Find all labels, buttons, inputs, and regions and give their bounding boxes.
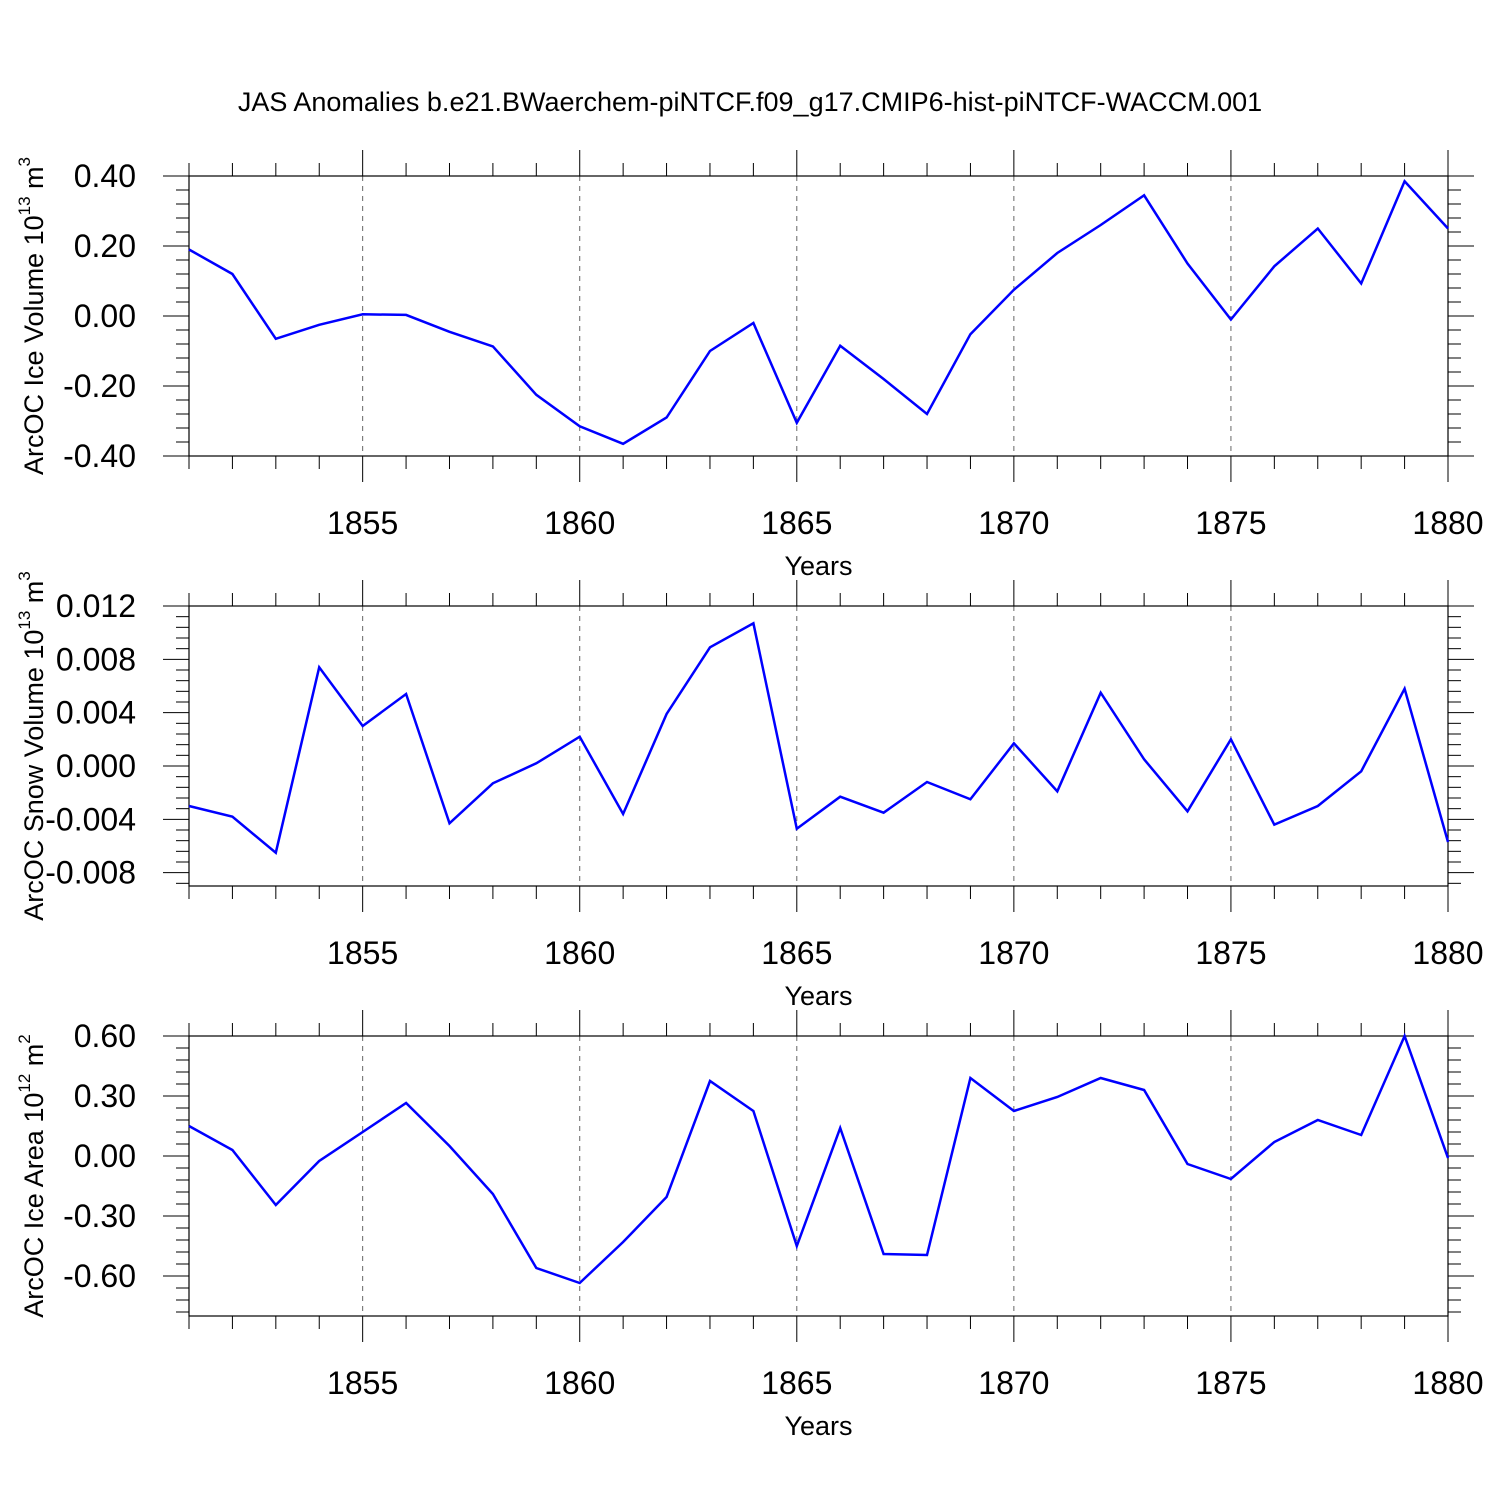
y-tick-label: 0.30 <box>74 1078 136 1114</box>
x-axis-label: Years <box>784 981 852 1011</box>
x-tick-label: 1860 <box>544 935 615 971</box>
x-tick-label: 1875 <box>1195 505 1266 541</box>
x-axis-label: Years <box>784 1411 852 1441</box>
panels: -0.40 -0.20 0.00 0.20 0.40 1855 1860 1865 1870 18… <box>15 150 1484 1441</box>
x-tick-label: 1865 <box>761 935 832 971</box>
chart-title: JAS Anomalies b.e21.BWaerchem-piNTCF.f09… <box>238 87 1262 117</box>
y-tick-label: 0.004 <box>56 695 136 731</box>
y-tick-label: 0.20 <box>74 228 136 264</box>
series-line <box>188 179 1449 446</box>
plot-frame <box>188 175 1449 457</box>
y-tick-label: 0.008 <box>56 641 136 677</box>
y-tick-label: -0.008 <box>45 855 136 891</box>
x-tick-label: 1865 <box>761 1365 832 1401</box>
plot-frame <box>188 1035 1449 1317</box>
x-tick-label: 1860 <box>544 1365 615 1401</box>
x-tick-label: 1870 <box>978 505 1049 541</box>
x-tick-label: 1855 <box>327 935 398 971</box>
y-axis-label: ArcOC Ice Area 1012 m2 <box>15 1034 49 1318</box>
y-tick-label: -0.004 <box>45 801 136 837</box>
panel-1: -0.40 -0.20 0.00 0.20 0.40 1855 1860 1865 1870 18… <box>15 150 1484 581</box>
y-tick-label: -0.30 <box>63 1198 136 1234</box>
y-tick-label: 0.012 <box>56 588 136 624</box>
x-tick-label: 1880 <box>1412 505 1483 541</box>
y-tick-label: -0.20 <box>63 368 136 404</box>
x-tick-label: 1880 <box>1412 935 1483 971</box>
y-tick-label: 0.40 <box>74 158 136 194</box>
plot-frame <box>188 605 1449 887</box>
y-tick-label: -0.40 <box>63 438 136 474</box>
x-axis-label: Years <box>784 551 852 581</box>
y-tick-label: 0.000 <box>56 748 136 784</box>
x-tick-label: 1860 <box>544 505 615 541</box>
x-tick-label: 1865 <box>761 505 832 541</box>
x-tick-label: 1880 <box>1412 1365 1483 1401</box>
y-tick-label: 0.60 <box>74 1018 136 1054</box>
x-tick-label: 1875 <box>1195 935 1266 971</box>
x-tick-label: 1855 <box>327 1365 398 1401</box>
y-axis-label: ArcOC Ice Volume 1013 m3 <box>15 157 49 475</box>
y-tick-label: 0.00 <box>74 1138 136 1174</box>
series-line <box>188 621 1450 855</box>
y-tick-label: -0.60 <box>63 1258 136 1294</box>
x-tick-label: 1870 <box>978 935 1049 971</box>
y-tick-label: 0.00 <box>74 298 136 334</box>
x-tick-label: 1870 <box>978 1365 1049 1401</box>
y-axis-label: ArcOC Snow Volume 1013 m3 <box>15 571 49 921</box>
x-tick-label: 1875 <box>1195 1365 1266 1401</box>
panel-3: -0.60 -0.30 0.00 0.30 0.60 1855 1860 1865 1870 18… <box>15 1010 1484 1441</box>
panel-2: -0.008 -0.004 0.000 0.004 0.008 0.012 1855 1860… <box>15 571 1484 1011</box>
x-tick-label: 1855 <box>327 505 398 541</box>
series-line <box>188 1032 1450 1285</box>
